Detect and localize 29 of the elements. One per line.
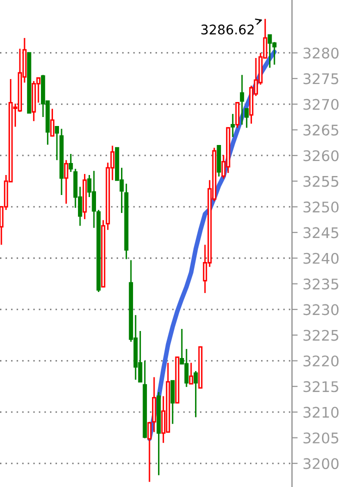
y-tick-label: 3265 — [304, 124, 338, 136]
y-tick-label: 3205 — [304, 432, 338, 444]
candlestick — [170, 380, 175, 425]
y-tick-label: 3275 — [304, 73, 338, 84]
candlestick — [189, 362, 194, 385]
candlestick — [54, 126, 59, 161]
y-tick-label: 3255 — [304, 176, 338, 187]
y-tick-label: 3240 — [304, 252, 339, 264]
y-tick-label: 3280 — [304, 48, 339, 59]
y-tick-label: 3215 — [304, 381, 338, 392]
y-tick-label: 3210 — [304, 406, 339, 418]
y-tick-label: 3245 — [304, 227, 338, 238]
candlestick — [184, 348, 189, 388]
y-tick-label: 3260 — [304, 150, 339, 162]
y-tick-label: 3225 — [304, 330, 338, 341]
candlestick — [50, 108, 54, 137]
candlestick — [240, 74, 244, 126]
y-tick-label: 3250 — [304, 202, 339, 213]
y-tick-label: 3235 — [304, 278, 338, 290]
y-tick-label: 3200 — [304, 458, 339, 470]
y-tick-label: 3220 — [304, 355, 339, 367]
y-tick-label: 3270 — [304, 98, 339, 110]
candlestick — [235, 101, 240, 128]
annotation: 3286.62 — [201, 24, 254, 35]
candlestick — [194, 370, 198, 418]
candlestick — [244, 108, 249, 128]
candlestick — [64, 159, 68, 204]
candlestick — [230, 113, 235, 138]
y-tick-label: 3230 — [304, 304, 339, 316]
